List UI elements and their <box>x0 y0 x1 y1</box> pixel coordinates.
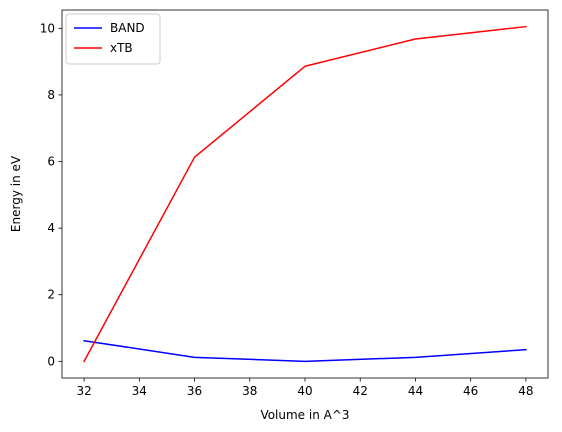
legend-label-xtb: xTB <box>110 41 133 55</box>
x-tick-label: 42 <box>353 384 368 398</box>
y-tick-label: 10 <box>40 21 55 35</box>
x-tick-label: 32 <box>76 384 91 398</box>
x-tick-label: 48 <box>518 384 533 398</box>
x-tick-label: 38 <box>242 384 257 398</box>
legend-label-band: BAND <box>110 21 145 35</box>
y-axis-label: Energy in eV <box>9 155 23 232</box>
plot-frame <box>61 9 549 379</box>
x-tick-label: 36 <box>187 384 202 398</box>
y-tick-label: 6 <box>47 155 55 169</box>
legend: BAND xTB <box>65 13 161 65</box>
x-axis: 32 34 36 38 40 42 44 46 48 <box>76 378 534 398</box>
series-line-xtb <box>83 25 527 363</box>
x-tick-label: 34 <box>132 384 147 398</box>
x-tick-label: 44 <box>408 384 423 398</box>
x-tick-label: 40 <box>297 384 312 398</box>
y-axis: 0 2 4 6 8 10 <box>40 21 62 368</box>
series-layer <box>83 25 527 363</box>
plot-area <box>61 9 549 379</box>
y-tick-label: 2 <box>47 288 55 302</box>
y-tick-label: 0 <box>47 354 55 368</box>
x-tick-label: 46 <box>463 384 478 398</box>
y-tick-label: 8 <box>47 88 55 102</box>
y-tick-label: 4 <box>47 221 55 235</box>
series-line-band <box>83 339 527 363</box>
legend-box <box>65 13 161 65</box>
x-axis-label: Volume in A^3 <box>260 408 349 422</box>
